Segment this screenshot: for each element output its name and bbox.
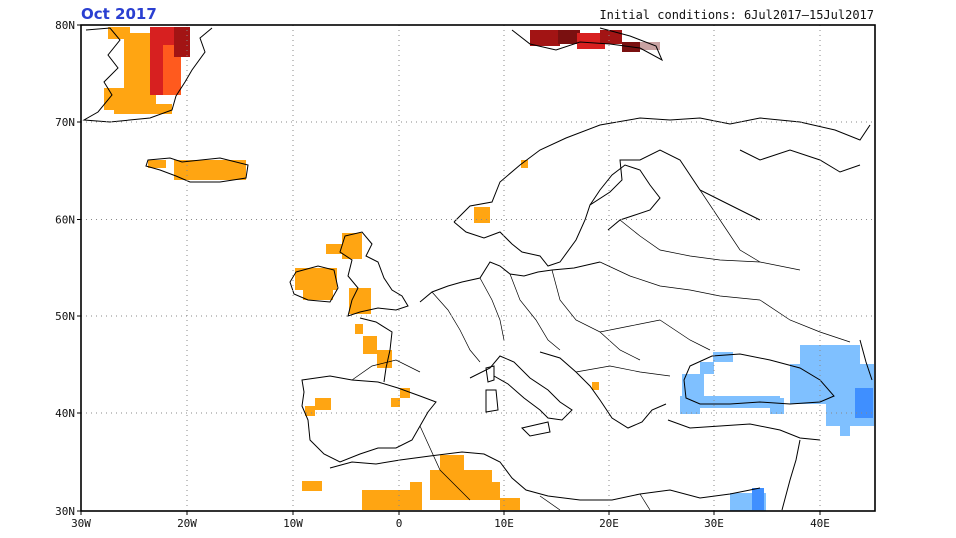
lon-label: 40E xyxy=(810,517,830,530)
lat-label: 70N xyxy=(55,116,75,129)
coastlines xyxy=(82,27,873,511)
graticule-grid xyxy=(81,25,875,511)
map-frame xyxy=(80,24,876,512)
latitude-labels: 80N 70N 60N 50N 40N 30N xyxy=(55,19,75,518)
lat-label: 50N xyxy=(55,310,75,323)
forecast-month-title: Oct 2017 xyxy=(81,5,157,23)
country-borders xyxy=(351,189,851,511)
anomaly-shading xyxy=(104,27,874,511)
lon-label: 10E xyxy=(494,517,514,530)
lat-label: 60N xyxy=(55,214,75,227)
lon-label: 20W xyxy=(177,517,197,530)
lat-label: 80N xyxy=(55,19,75,32)
lat-label: 30N xyxy=(55,505,75,518)
axis-ticks xyxy=(77,24,821,515)
lon-label: 30W xyxy=(71,517,91,530)
lat-label: 40N xyxy=(55,407,75,420)
initial-conditions-label: Initial conditions: 6Jul2017–15Jul2017 xyxy=(599,8,874,22)
lon-label: 10W xyxy=(283,517,303,530)
lon-label: 0 xyxy=(396,517,403,530)
longitude-labels: 30W 20W 10W 0 10E 20E 30E 40E xyxy=(71,517,830,530)
lon-label: 30E xyxy=(704,517,724,530)
lon-label: 20E xyxy=(599,517,619,530)
